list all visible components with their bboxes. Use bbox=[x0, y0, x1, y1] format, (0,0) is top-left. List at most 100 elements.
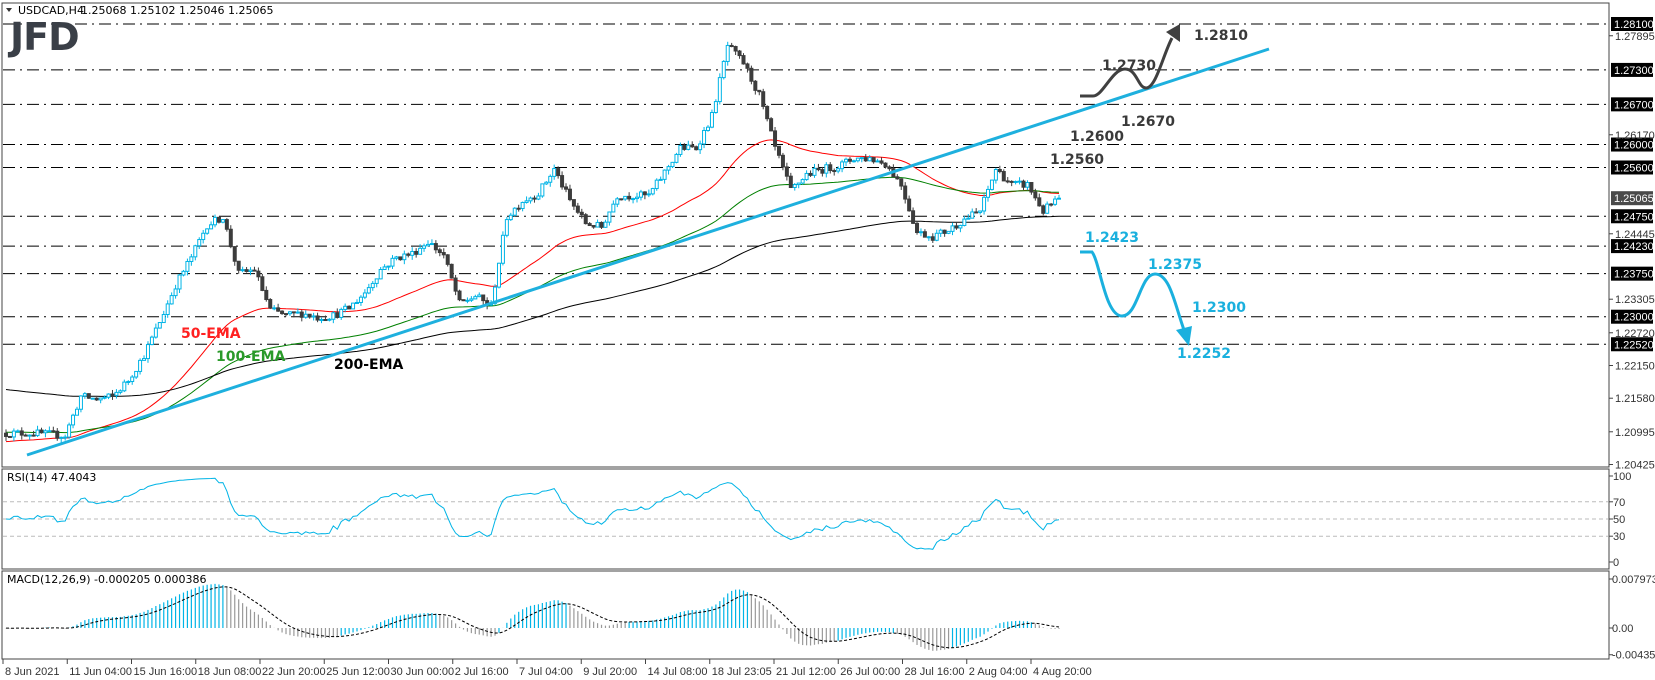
macd-plot bbox=[5, 583, 1060, 651]
bullish-candle bbox=[47, 426, 52, 433]
macd-tick-label: 0.00 bbox=[1612, 623, 1633, 635]
bullish-candle bbox=[709, 109, 714, 129]
macd-panel[interactable] bbox=[1, 570, 1610, 660]
main-panel[interactable] bbox=[1, 2, 1610, 468]
bullish-candle bbox=[812, 163, 817, 178]
bullish-candle bbox=[548, 174, 553, 187]
candle-body bbox=[950, 225, 955, 232]
bullish-candle bbox=[824, 162, 829, 178]
bearish-candle bbox=[682, 143, 687, 151]
candle-body bbox=[887, 166, 892, 170]
candle-body bbox=[15, 430, 20, 433]
candle-body bbox=[331, 312, 336, 320]
candle-body bbox=[796, 182, 801, 186]
bearish-scenario-path bbox=[1080, 250, 1186, 331]
time-tick-label: 14 Jul 08:00 bbox=[648, 666, 708, 678]
candle-body bbox=[970, 211, 975, 219]
bullish-candle bbox=[938, 228, 943, 238]
bullish-candle bbox=[339, 307, 344, 320]
candle-body bbox=[86, 393, 91, 399]
candle-body bbox=[429, 243, 434, 246]
candle-body bbox=[591, 225, 596, 228]
bearish-target-label: 1.2423 bbox=[1085, 230, 1139, 246]
bullish-candle bbox=[875, 158, 880, 163]
bullish-candle bbox=[67, 422, 72, 439]
price-tick-label: 1.20425 bbox=[1615, 460, 1655, 472]
bearish-candle bbox=[895, 174, 900, 180]
macd-tick-label: 0.007973 bbox=[1612, 574, 1655, 586]
bearish-candle bbox=[1049, 203, 1054, 207]
candle-body bbox=[918, 231, 923, 234]
candle-body bbox=[378, 268, 383, 280]
bullish-candle bbox=[508, 212, 513, 221]
ohlc-values: 1.25068 1.25102 1.25046 1.25065 bbox=[81, 4, 273, 17]
rsi-plot bbox=[3, 477, 1608, 550]
level-price-tag bbox=[1611, 239, 1653, 254]
bullish-candle bbox=[394, 255, 399, 261]
bullish-candle bbox=[867, 155, 872, 162]
bearish-candle bbox=[437, 247, 442, 257]
bearish-candle bbox=[776, 145, 781, 159]
candle-body bbox=[177, 274, 182, 290]
bearish-candle bbox=[228, 225, 233, 249]
bullish-candle bbox=[169, 292, 174, 305]
dropdown-triangle-icon[interactable] bbox=[6, 8, 12, 12]
bullish-candle bbox=[422, 243, 427, 252]
candle-body bbox=[930, 236, 935, 241]
bullish-candle bbox=[1053, 195, 1058, 206]
candle-body bbox=[847, 158, 852, 162]
candle-body bbox=[327, 318, 332, 321]
bullish-candle bbox=[717, 73, 722, 105]
bullish-candle bbox=[173, 284, 178, 299]
bullish-scenario-path bbox=[1080, 37, 1174, 98]
bearish-candle bbox=[441, 248, 446, 259]
bearish-candle bbox=[922, 229, 927, 238]
candle-body bbox=[248, 269, 253, 272]
candle-body bbox=[355, 301, 359, 304]
bullish-candle bbox=[844, 157, 849, 167]
bullish-candle bbox=[855, 157, 860, 163]
candle-body bbox=[82, 393, 87, 397]
candle-body bbox=[71, 414, 76, 426]
candle-body bbox=[997, 168, 1002, 173]
candle-body bbox=[642, 191, 647, 196]
candle-body bbox=[765, 105, 770, 120]
bullish-candle bbox=[934, 229, 939, 242]
bullish-candle bbox=[374, 278, 379, 288]
bullish-candle bbox=[654, 178, 659, 191]
candle-body bbox=[358, 296, 363, 303]
bearish-candle bbox=[627, 192, 632, 202]
bearish-candle bbox=[741, 53, 746, 65]
bearish-candle bbox=[315, 312, 320, 323]
bearish-candle bbox=[808, 170, 813, 177]
candle-body bbox=[587, 223, 592, 227]
candle-body bbox=[528, 197, 533, 202]
bearish-candle bbox=[564, 183, 569, 193]
bearish-candle bbox=[280, 310, 285, 315]
candle-body bbox=[832, 170, 837, 173]
candle-body bbox=[520, 201, 525, 210]
bearish-candle bbox=[694, 145, 699, 151]
bullish-candle bbox=[950, 222, 955, 236]
bearish-candle bbox=[232, 246, 237, 266]
bullish-candle bbox=[678, 142, 683, 157]
bearish-candle bbox=[398, 256, 403, 261]
bullish-candle bbox=[386, 265, 391, 271]
bearish-candle bbox=[323, 315, 328, 322]
candle-body bbox=[197, 239, 202, 247]
candle-body bbox=[934, 232, 939, 241]
candle-body bbox=[232, 246, 237, 262]
candle-body bbox=[291, 311, 296, 314]
candle-body bbox=[63, 436, 68, 439]
time-tick-label: 22 Jun 20:00 bbox=[262, 666, 326, 678]
price-tick-label: 1.26170 bbox=[1615, 130, 1655, 142]
candle-body bbox=[382, 266, 387, 270]
time-tick-label: 28 Jul 16:00 bbox=[905, 666, 965, 678]
bullish-candle bbox=[197, 237, 202, 250]
candle-body bbox=[284, 313, 289, 316]
bullish-candle bbox=[982, 194, 987, 215]
level-price-label: 1.24230 bbox=[1614, 241, 1654, 253]
bullish-candle bbox=[11, 428, 16, 442]
candle-body bbox=[603, 221, 608, 228]
